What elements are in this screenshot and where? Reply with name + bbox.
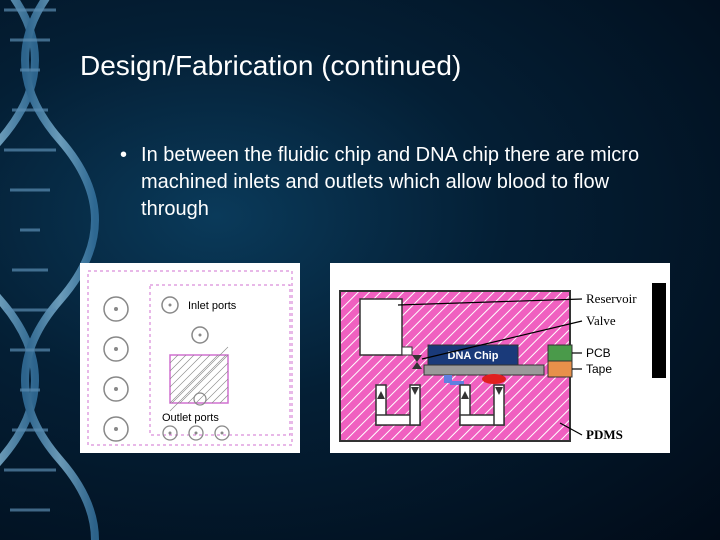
svg-text:PCB: PCB: [586, 346, 611, 360]
svg-text:Inlet ports: Inlet ports: [188, 300, 237, 312]
figures-row: Inlet ports Outlet ports DNA Chip Reservoi…: [80, 263, 680, 453]
figure-inlet-outlet-schematic: Inlet ports Outlet ports: [80, 263, 300, 453]
slide-edge-bar: [652, 283, 666, 378]
svg-text:Tape: Tape: [586, 362, 612, 376]
bullet-marker: •: [120, 142, 127, 169]
svg-text:PDMS: PDMS: [586, 427, 623, 442]
slide-title: Design/Fabrication (continued): [80, 50, 680, 82]
figure-cross-section: DNA Chip Reservoir Valve PCB Tape PDMS: [330, 263, 670, 453]
bullet-item: • In between the fluidic chip and DNA ch…: [120, 142, 680, 223]
slide-content: Design/Fabrication (continued) • In betw…: [80, 50, 680, 453]
svg-text:Outlet ports: Outlet ports: [162, 412, 219, 424]
bullet-text: In between the fluidic chip and DNA chip…: [141, 142, 680, 223]
svg-text:Reservoir: Reservoir: [586, 291, 637, 306]
svg-text:DNA Chip: DNA Chip: [448, 350, 499, 362]
svg-text:Valve: Valve: [586, 313, 616, 328]
